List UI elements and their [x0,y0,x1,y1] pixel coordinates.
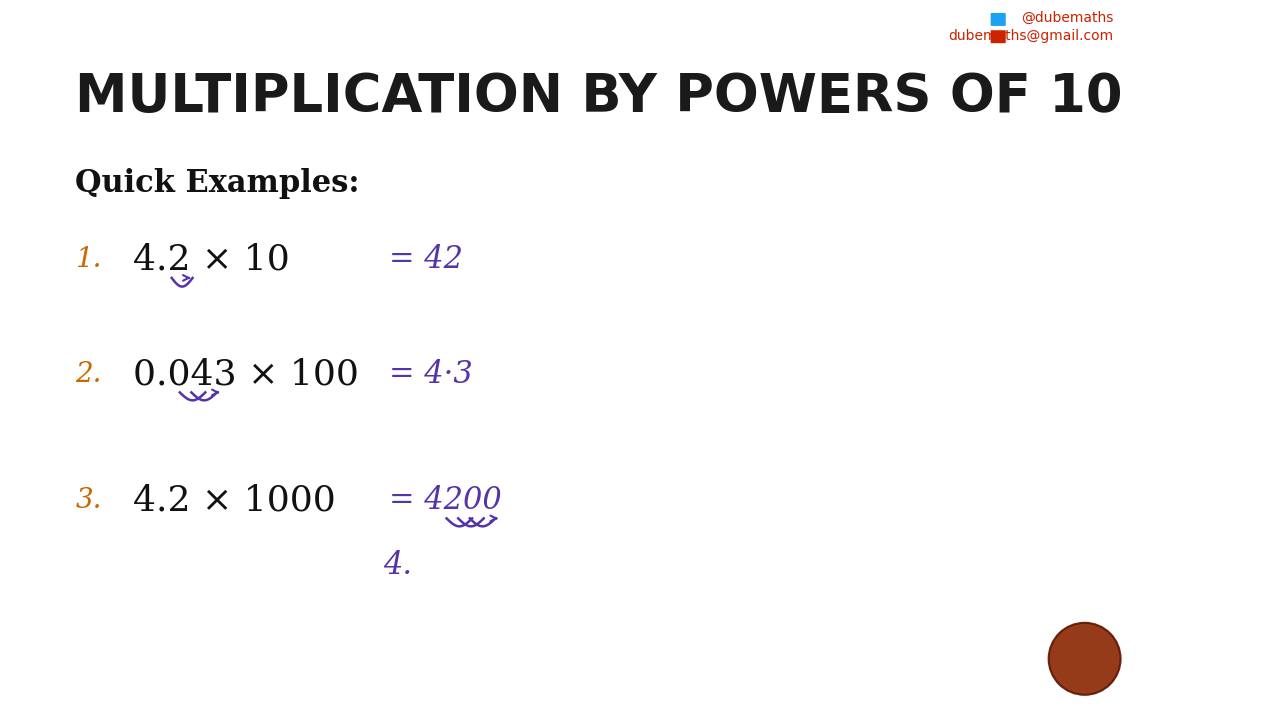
FancyBboxPatch shape [991,30,1006,43]
Ellipse shape [1048,623,1120,695]
Text: 3.: 3. [76,487,102,514]
Text: 2.: 2. [76,361,102,388]
Text: = 4·3: = 4·3 [389,359,472,390]
Text: Quick Examples:: Quick Examples: [76,168,360,199]
Text: @dubemaths: @dubemaths [1021,11,1114,25]
Text: = 42: = 42 [389,243,462,275]
Text: 4.2 × 10: 4.2 × 10 [133,242,291,276]
Text: dubemaths@gmail.com: dubemaths@gmail.com [948,29,1114,43]
Text: 0.043 × 100: 0.043 × 100 [133,357,360,392]
Text: 1.: 1. [76,246,102,273]
FancyBboxPatch shape [991,13,1006,26]
Text: 4.: 4. [383,549,412,581]
Text: = 4200: = 4200 [389,485,502,516]
Text: 4.2 × 1000: 4.2 × 1000 [133,483,337,518]
Text: MULTIPLICATION BY POWERS OF 10: MULTIPLICATION BY POWERS OF 10 [76,71,1123,123]
